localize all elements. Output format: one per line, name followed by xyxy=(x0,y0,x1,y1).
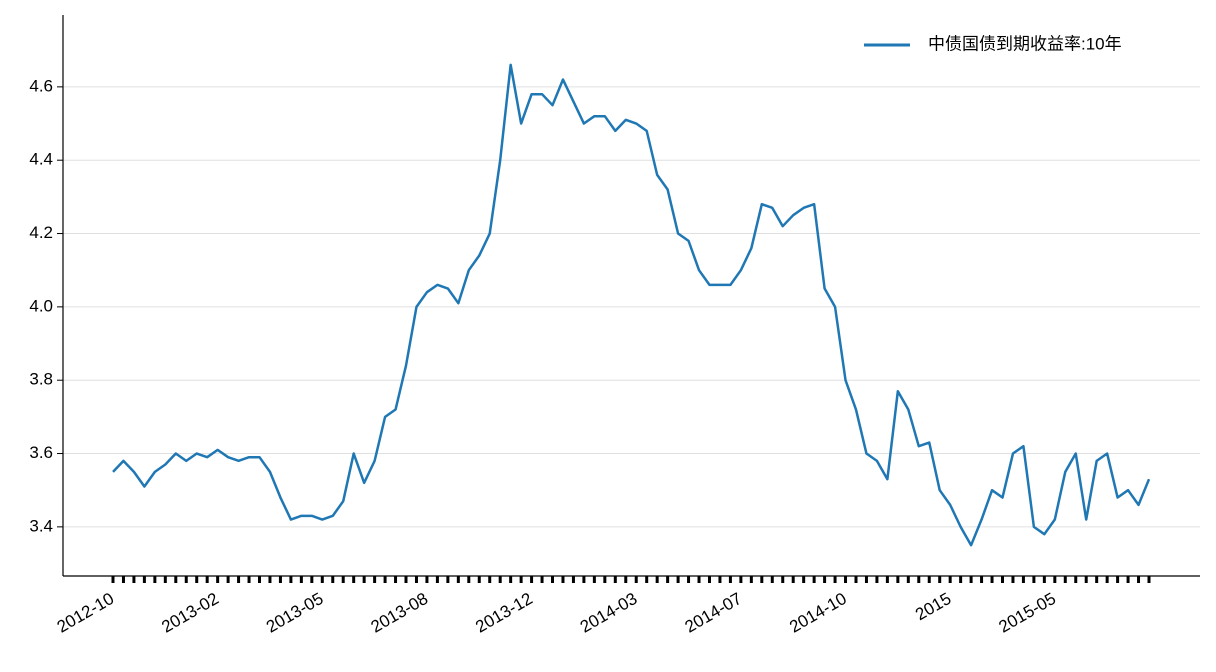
y-tick-label: 3.8 xyxy=(29,370,53,389)
y-tick-label: 3.4 xyxy=(29,516,53,535)
x-tick-label: 2013-02 xyxy=(158,589,222,637)
x-tick-label: 2014-03 xyxy=(577,589,641,637)
legend: 中债国债到期收益率:10年 xyxy=(864,34,1122,53)
x-tick-label: 2012-10 xyxy=(54,589,118,637)
x-tick-label: 2013-05 xyxy=(263,589,327,637)
x-tick-label: 2015-05 xyxy=(996,589,1060,637)
x-tick-label: 2014-07 xyxy=(682,589,746,637)
y-tick-label: 3.6 xyxy=(29,443,53,462)
legend-label: 中债国债到期收益率:10年 xyxy=(928,34,1122,53)
y-tick-label: 4.4 xyxy=(29,150,53,169)
y-tick-label: 4.2 xyxy=(29,223,53,242)
y-tick-label: 4.6 xyxy=(29,76,53,95)
line xyxy=(112,63,1151,547)
y-tick-label: 4.0 xyxy=(29,296,53,315)
x-tick-label: 2014-10 xyxy=(786,589,850,637)
x-tick-label: 2015 xyxy=(912,589,954,624)
x-tick-label: 2013-12 xyxy=(472,589,536,637)
x-tick-label: 2013-08 xyxy=(368,589,432,637)
